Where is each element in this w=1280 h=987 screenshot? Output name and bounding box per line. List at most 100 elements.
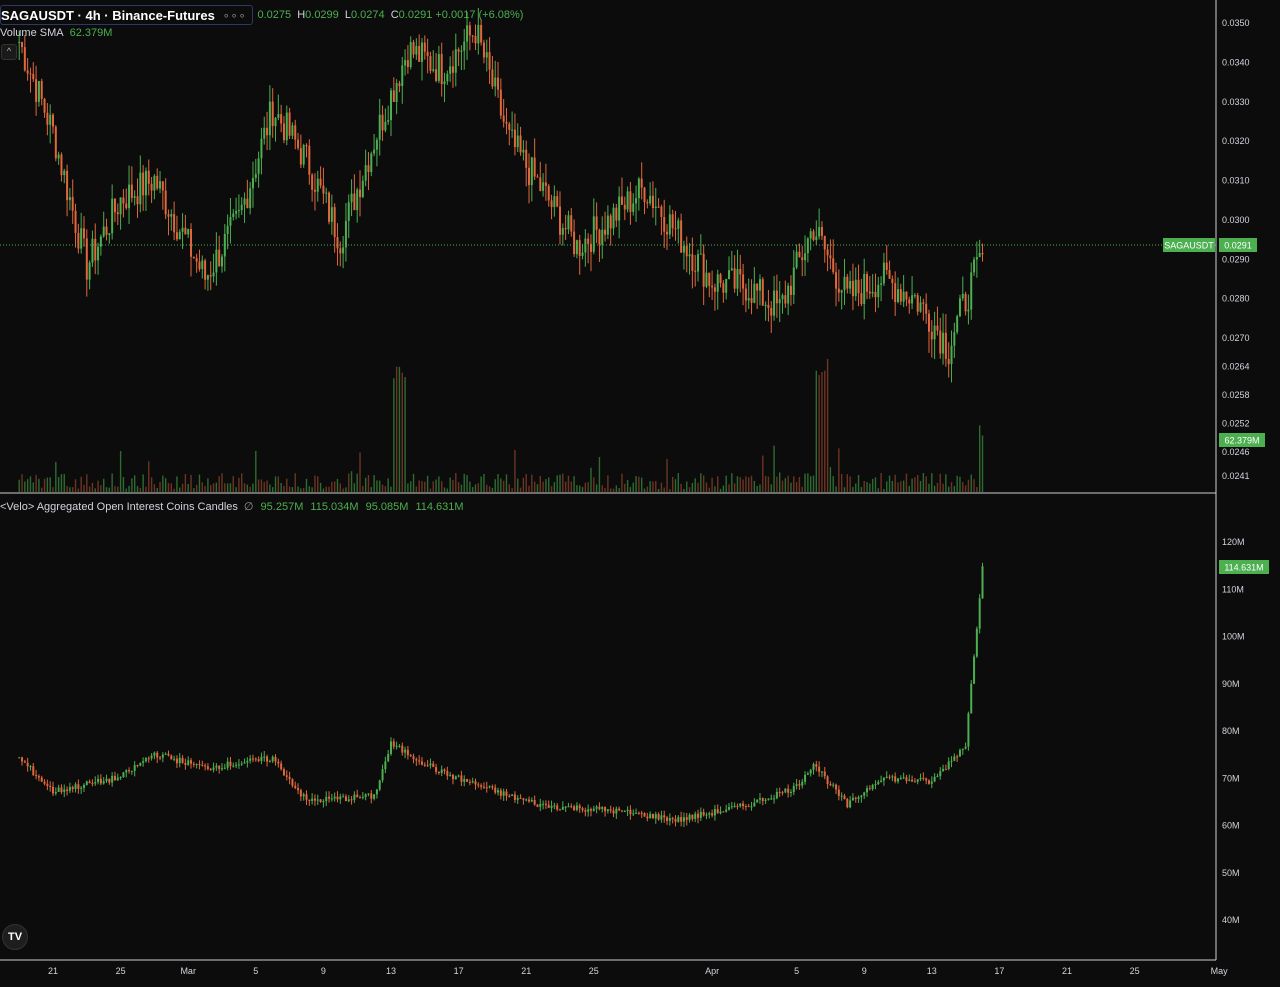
oi-candle: [978, 594, 981, 634]
oi-candle: [702, 808, 705, 817]
oi-candle: [285, 770, 288, 781]
price-candle: [846, 273, 849, 294]
oi-legend[interactable]: <Velo> Aggregated Open Interest Coins Ca…: [0, 500, 464, 513]
oi-candle: [246, 757, 249, 768]
volume-bar: [570, 481, 572, 492]
volume-bar: [69, 487, 71, 492]
volume-bar: [469, 481, 471, 492]
oi-candle: [88, 779, 91, 784]
price-tick-label: 0.0264: [1222, 362, 1250, 372]
price-candle: [860, 278, 863, 307]
volume-bar: [933, 485, 936, 492]
collapse-legend-icon[interactable]: ^: [1, 44, 17, 60]
price-candle: [711, 270, 714, 300]
symbol-legend[interactable]: SAGAUSDT · 4h · Binance-Futures ∘∘∘ 0.02…: [0, 5, 523, 25]
time-tick-label: 21: [48, 966, 58, 976]
oi-candle: [471, 777, 474, 784]
price-candle: [178, 229, 181, 240]
price-candle: [868, 276, 871, 299]
oi-candle: [328, 791, 331, 803]
price-candle: [209, 261, 212, 291]
oi-candle: [618, 806, 621, 812]
price-candle: [699, 234, 702, 255]
oi-candle: [561, 801, 564, 810]
oi-candle: [119, 776, 122, 780]
price-candle: [750, 279, 753, 315]
price-candle: [674, 210, 677, 241]
volume-bars: [18, 358, 984, 492]
oi-tick-label: 70M: [1222, 773, 1240, 783]
time-axis[interactable]: 21 25 Mar 5 9 13 17 21 25 Apr 5 9 13 17 21 25 May: [48, 966, 1228, 976]
oi-candle: [159, 755, 162, 761]
tradingview-logo-icon[interactable]: TV: [2, 924, 28, 950]
volume-bar: [195, 484, 198, 492]
price-candle: [978, 239, 981, 258]
price-axis[interactable]: 0.0350 0.0340 0.0330 0.0320 0.0310 0.0300 0.02…: [1222, 18, 1250, 481]
price-candle: [939, 317, 942, 359]
price-candle: [359, 170, 362, 217]
oi-candle: [390, 737, 392, 756]
volume-bar: [333, 481, 336, 492]
oi-candle: [956, 754, 959, 762]
volume-bar: [964, 485, 967, 492]
volume-bar: [125, 488, 127, 492]
volume-legend-value: 62.379M: [69, 27, 113, 39]
price-candle: [164, 178, 167, 220]
oi-candle: [308, 799, 311, 806]
oi-tick-label: 60M: [1222, 821, 1240, 831]
price-candle: [128, 165, 131, 224]
volume-bar: [759, 484, 761, 492]
oi-legend-label[interactable]: <Velo> Aggregated Open Interest Coins Ca…: [0, 501, 238, 513]
volume-bar: [593, 477, 595, 492]
volume-bar: [731, 473, 733, 492]
price-candle: [620, 177, 623, 206]
volume-legend[interactable]: Volume SMA 62.379M: [0, 27, 112, 39]
oi-candle: [939, 767, 942, 780]
price-candle: [35, 65, 38, 116]
volume-bar: [764, 476, 767, 492]
volume-bar: [83, 484, 85, 492]
oi-candle: [170, 754, 173, 760]
symbol-title[interactable]: SAGAUSDT · 4h · Binance-Futures: [1, 7, 215, 23]
oi-candle: [519, 794, 522, 799]
price-candle: [373, 133, 376, 157]
oi-candle: [206, 763, 209, 771]
price-candle: [556, 190, 559, 208]
price-candle: [559, 191, 561, 245]
volume-bar: [46, 477, 49, 492]
oi-candle: [40, 775, 43, 782]
oi-candle: [849, 796, 852, 809]
price-candle: [159, 171, 162, 194]
oi-candle: [897, 777, 899, 784]
more-options-icon[interactable]: ∘∘∘: [222, 9, 247, 22]
price-candle: [485, 39, 488, 72]
oi-axis[interactable]: 120M 110M 100M 90M 80M 70M 60M 50M 40M: [1222, 537, 1245, 925]
volume-bar: [325, 486, 327, 492]
price-candle: [401, 56, 404, 104]
price-badge: SAGAUSDT 0.0291: [1163, 238, 1257, 252]
price-candle: [530, 156, 533, 202]
volume-bar: [981, 435, 984, 492]
symbol-box[interactable]: SAGAUSDT · 4h · Binance-Futures ∘∘∘: [0, 5, 254, 25]
oi-candle: [122, 771, 125, 778]
price-candle: [32, 62, 35, 83]
volume-bar: [373, 475, 375, 492]
price-candle: [606, 205, 609, 240]
oi-candle: [975, 626, 978, 658]
volume-bar: [579, 485, 581, 492]
volume-bar: [24, 481, 26, 492]
volume-bar: [370, 487, 372, 492]
oi-candle: [454, 775, 457, 780]
volume-bar: [962, 482, 964, 492]
volume-bar: [193, 488, 195, 492]
volume-legend-label[interactable]: Volume SMA: [0, 27, 64, 39]
oi-candle: [964, 742, 967, 750]
volume-bar: [807, 473, 809, 492]
price-candle: [626, 186, 629, 213]
oi-candle: [899, 775, 902, 781]
volume-bar: [224, 483, 226, 492]
oi-candle: [330, 793, 333, 802]
volume-bar: [133, 475, 136, 492]
price-candle: [277, 94, 280, 121]
